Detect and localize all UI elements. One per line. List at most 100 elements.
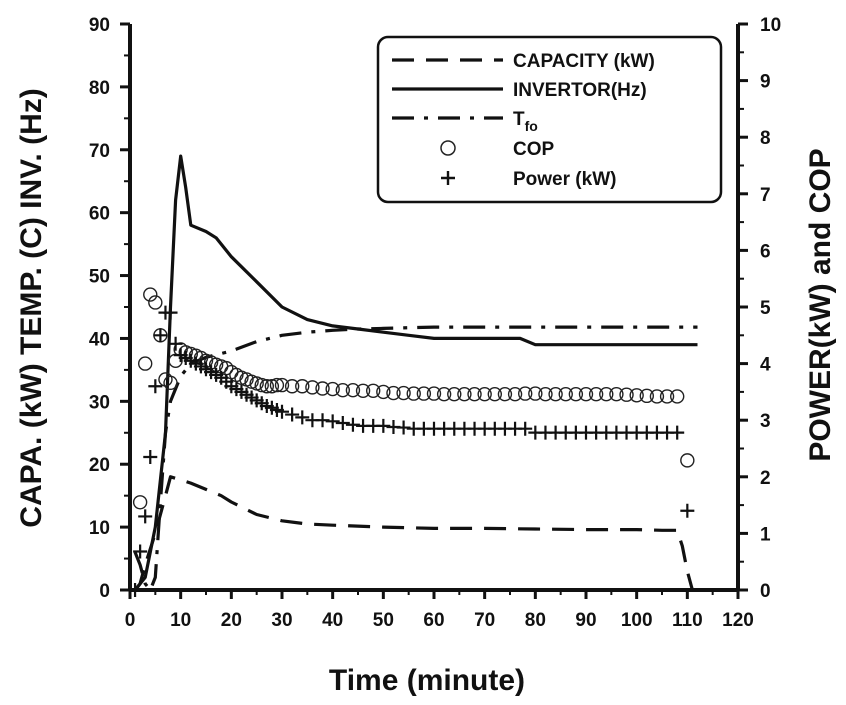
- cop-point: [284, 379, 300, 394]
- x-tick-label: 100: [621, 610, 653, 631]
- legend: CAPACITY (kW) INVERTOR(Hz) Tfo COP Power (kW…: [376, 35, 723, 204]
- cop-point: [355, 383, 371, 398]
- cop-point: [578, 386, 594, 402]
- cop-point: [406, 386, 421, 401]
- y-left-tick-label: 30: [89, 392, 110, 413]
- y-axis-left-title: CAPA. (kW) TEMP. (C) INV. (Hz): [15, 88, 48, 527]
- cop-point: [295, 379, 310, 394]
- cop-point: [568, 386, 584, 402]
- cop-point: [599, 386, 614, 402]
- cop-point: [447, 386, 462, 402]
- cop-point: [396, 385, 411, 401]
- cop-point: [670, 389, 685, 404]
- y-axis-right-title: POWER(kW) and COP: [804, 148, 837, 461]
- y-right-tick-label: 1: [760, 524, 771, 545]
- x-tick-label: 120: [722, 610, 754, 631]
- cop-point: [335, 383, 350, 398]
- power-point: [396, 420, 411, 435]
- cop-point: [507, 386, 523, 402]
- x-tick-label: 80: [525, 610, 546, 631]
- legend-cop-marker: [440, 140, 456, 156]
- cop-point: [548, 386, 563, 402]
- y-right-tick-label: 7: [760, 185, 771, 206]
- cop-point: [264, 379, 280, 394]
- cop-point: [366, 383, 381, 398]
- power-point: [325, 414, 340, 429]
- y-right-tick-label: 5: [760, 298, 771, 319]
- y-left-tick-label: 10: [89, 518, 110, 539]
- x-tick-label: 20: [221, 610, 242, 631]
- legend-label: CAPACITY (kW): [513, 51, 655, 72]
- power-point: [133, 544, 148, 559]
- cop-point: [269, 377, 285, 393]
- tfo-line: [133, 325, 698, 592]
- power-point: [168, 336, 183, 351]
- power-series: [128, 305, 695, 597]
- y-right-tick-label: 2: [760, 468, 771, 489]
- y-right-tick-label: 0: [760, 581, 771, 602]
- cop-point: [497, 386, 513, 402]
- y-right-tick-label: 4: [760, 355, 771, 376]
- cop-point: [137, 356, 153, 371]
- invertor-line: [133, 154, 698, 592]
- cop-point: [386, 385, 401, 401]
- cop-point: [538, 386, 553, 402]
- power-point: [275, 404, 289, 419]
- cop-point: [639, 388, 654, 404]
- y-right-tick-label: 3: [760, 411, 771, 432]
- power-point: [138, 509, 153, 524]
- cop-point: [143, 287, 158, 302]
- capacity-line: [133, 475, 694, 591]
- x-axis-title: Time (minute): [329, 664, 525, 697]
- cop-point: [467, 386, 482, 402]
- y-left-tick-label: 50: [89, 267, 110, 288]
- cop-point: [376, 384, 391, 400]
- cop-point: [609, 386, 624, 402]
- legend-label: INVERTOR(Hz): [513, 80, 647, 101]
- y-left-tick-label: 40: [89, 329, 110, 350]
- cop-point: [132, 495, 148, 510]
- x-tick-label: 40: [322, 610, 343, 631]
- cop-point: [558, 386, 573, 402]
- cop-point: [426, 386, 442, 401]
- cop-point: [345, 383, 361, 398]
- x-tick-label: 90: [575, 610, 596, 631]
- cop-point: [619, 387, 634, 402]
- x-tick-label: 30: [271, 610, 292, 631]
- power-point: [285, 407, 300, 422]
- cop-point: [629, 388, 644, 403]
- y-right-tick-label: 10: [760, 15, 781, 36]
- cop-point: [163, 375, 178, 391]
- power-point: [376, 418, 391, 433]
- power-point: [315, 413, 330, 428]
- x-tick-label: 110: [672, 610, 703, 631]
- power-point: [670, 425, 685, 440]
- cop-point: [487, 386, 502, 402]
- y-left-tick-label: 60: [89, 204, 110, 225]
- x-tick-label: 0: [125, 610, 136, 631]
- power-point: [518, 421, 533, 436]
- y-right-tick-label: 9: [760, 72, 771, 93]
- y-right-tick-label: 6: [760, 241, 771, 262]
- cop-point: [436, 386, 452, 402]
- power-point: [163, 305, 178, 320]
- power-point: [295, 410, 310, 425]
- legend-label-subscript: fo: [525, 118, 538, 134]
- series-layer: [128, 154, 698, 597]
- power-point: [148, 379, 163, 394]
- y-left-tick-label: 0: [99, 581, 110, 602]
- cop-point: [518, 386, 533, 401]
- cop-point: [254, 377, 269, 393]
- cop-point: [659, 389, 675, 404]
- cop-point: [477, 386, 492, 402]
- cop-series: [132, 287, 695, 510]
- cop-point: [259, 379, 274, 394]
- cop-point: [325, 381, 340, 397]
- power-point: [153, 328, 168, 343]
- legend-box: [376, 35, 723, 204]
- x-tick-label: 70: [474, 610, 495, 631]
- x-tick-label: 50: [373, 610, 394, 631]
- cop-point: [528, 386, 543, 401]
